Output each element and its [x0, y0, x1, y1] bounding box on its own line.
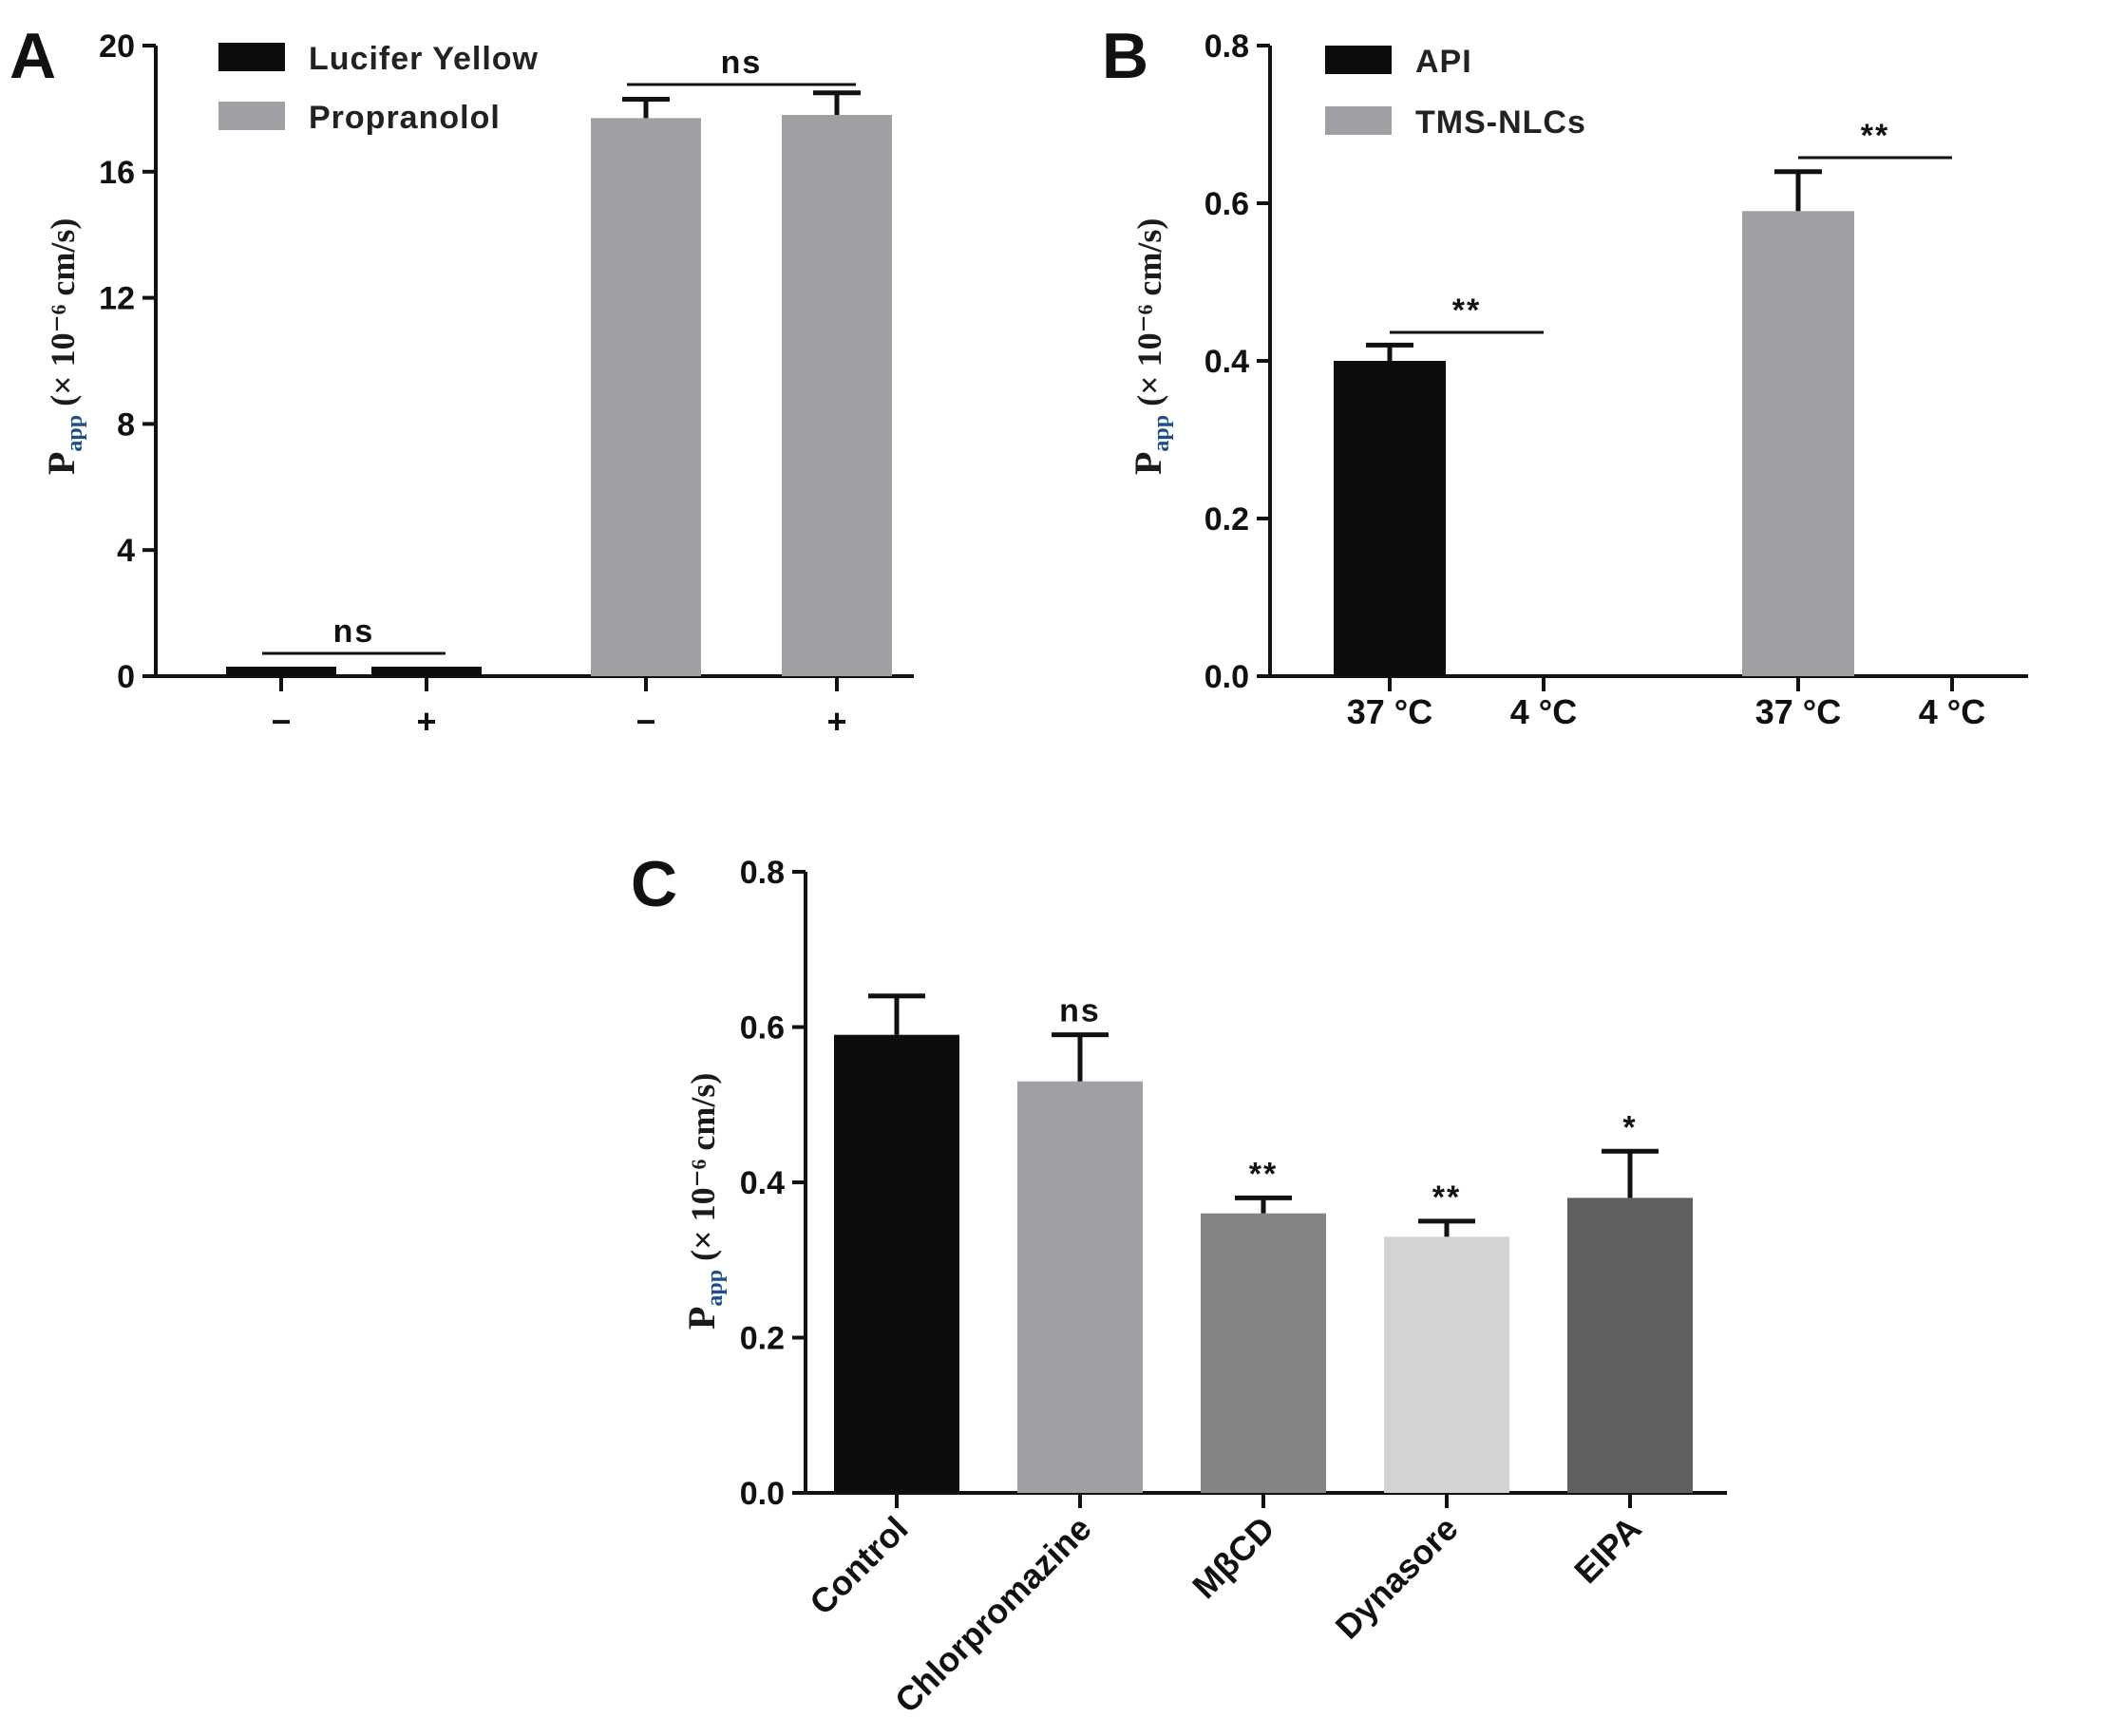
panel-a-ytick-label: 20	[99, 28, 135, 65]
svg-text:Papp (× 10⁻⁶ cm/s): Papp (× 10⁻⁶ cm/s)	[40, 218, 87, 475]
panel-a-ylabel-rest: (× 10⁻⁶ cm/s)	[44, 218, 82, 415]
panel-a-ytick-label: 8	[117, 406, 135, 443]
panel-a-significance-label: ns	[721, 45, 763, 81]
panel-c-bar	[1017, 1081, 1143, 1493]
panel-c-category-label: EIPA	[1566, 1509, 1649, 1592]
panel-c-ylabel-rest: (× 10⁻⁶ cm/s)	[684, 1073, 722, 1270]
panel-c-bar	[1567, 1198, 1693, 1493]
panel-a-ytick-label: 12	[99, 281, 135, 317]
panel-c-significance-label: **	[1432, 1179, 1461, 1216]
panel-b-ytick-label: 0.0	[1204, 659, 1249, 695]
panel-b-significance-label: **	[1861, 118, 1889, 154]
panel-b-legend-swatch	[1325, 46, 1392, 74]
panel-a-bar	[371, 667, 482, 676]
panel-a-legend-label: Lucifer Yellow	[309, 41, 539, 77]
panel-c-ylabel-sub: app	[703, 1270, 728, 1307]
panel-a-y-axis-label: Papp (× 10⁻⁶ cm/s)	[40, 218, 87, 475]
panel-c-ytick-label: 0.2	[740, 1321, 785, 1357]
panel-c-ytick-label: 0.6	[740, 1010, 785, 1047]
panel-b-ytick-label: 0.4	[1204, 344, 1249, 380]
panel-b-legend: API TMS-NLCs	[1325, 44, 1586, 141]
panel-b: B Papp (× 10⁻⁶ cm/s) 0.0 0.2 0.4 0.6 0.8 37 …	[1102, 20, 2028, 731]
panel-a: A Papp (× 10⁻⁶ cm/s) 0 4 8 12 16 20 − + − + Luci…	[9, 20, 914, 741]
panel-a-xtick-label: +	[826, 702, 846, 741]
panel-b-ylabel-main: P	[1127, 452, 1169, 475]
panel-b-ylabel-sub: app	[1149, 415, 1174, 452]
panel-c-y-axis-label: Papp (× 10⁻⁶ cm/s)	[680, 1073, 728, 1330]
panel-a-ytick-label: 0	[117, 659, 135, 695]
panel-b-bar	[1742, 211, 1854, 677]
panel-c-category-label: Chlorpromazine	[887, 1509, 1099, 1721]
panel-c-significance-label: **	[1249, 1156, 1278, 1192]
panel-c-category-label: Dynasore	[1328, 1509, 1466, 1647]
panel-b-ytick-label: 0.8	[1204, 28, 1249, 65]
panel-b-legend-swatch	[1325, 106, 1392, 135]
panel-c-ytick-label: 0.8	[740, 855, 785, 891]
panel-b-significance-label: **	[1452, 292, 1481, 329]
panel-b-xtick-label: 4 °C	[1510, 692, 1577, 731]
panel-c-ylabel-main: P	[680, 1307, 723, 1330]
panel-c-bar	[1384, 1236, 1509, 1493]
svg-text:Papp (× 10⁻⁶ cm/s): Papp (× 10⁻⁶ cm/s)	[680, 1073, 728, 1330]
panel-a-ylabel-sub: app	[63, 415, 87, 452]
panel-b-xtick-label: 4 °C	[1919, 692, 1985, 731]
panel-c-label: C	[631, 848, 677, 920]
panel-a-xtick-label: +	[416, 702, 436, 741]
panel-c-bar	[1201, 1213, 1326, 1493]
panel-a-xtick-label: −	[635, 702, 655, 741]
panel-a-label: A	[9, 20, 56, 92]
panel-b-legend-label: API	[1415, 44, 1472, 80]
panel-b-bar	[1334, 361, 1446, 676]
panel-a-bar	[226, 667, 336, 676]
panel-a-legend-swatch	[218, 102, 285, 130]
panel-a-legend-label: Propranolol	[309, 100, 501, 136]
panel-c: C Papp (× 10⁻⁶ cm/s) 0.0 0.2 0.4 0.6 0.8 Con…	[631, 848, 1727, 1720]
panel-a-ytick-label: 16	[99, 155, 135, 191]
panel-b-ylabel-rest: (× 10⁻⁶ cm/s)	[1130, 218, 1168, 415]
panel-b-y-axis-label: Papp (× 10⁻⁶ cm/s)	[1127, 218, 1174, 475]
panel-c-category-label: MβCD	[1185, 1509, 1282, 1607]
panel-a-legend-swatch	[218, 43, 285, 71]
panel-a-ytick-label: 4	[117, 533, 135, 569]
panel-b-xtick-label: 37 °C	[1347, 692, 1432, 731]
panel-a-bar	[591, 118, 701, 677]
svg-text:Papp (× 10⁻⁶ cm/s): Papp (× 10⁻⁶ cm/s)	[1127, 218, 1174, 475]
panel-c-significance-label: ns	[1059, 993, 1101, 1029]
panel-c-ytick-label: 0.4	[740, 1165, 785, 1201]
panel-b-xtick-label: 37 °C	[1755, 692, 1841, 731]
panel-c-ytick-label: 0.0	[740, 1476, 785, 1512]
panel-a-bar	[782, 115, 892, 677]
panel-c-bar	[834, 1034, 959, 1493]
panel-a-legend: Lucifer Yellow Propranolol	[218, 41, 539, 136]
panel-b-ytick-label: 0.2	[1204, 501, 1249, 538]
panel-c-category-label: Control	[802, 1509, 915, 1622]
panel-a-xtick-label: −	[271, 702, 291, 741]
panel-b-legend-label: TMS-NLCs	[1415, 104, 1586, 141]
panel-b-ytick-label: 0.6	[1204, 186, 1249, 222]
panel-b-label: B	[1102, 20, 1148, 92]
panel-a-ylabel-main: P	[40, 452, 83, 475]
panel-c-significance-label: *	[1622, 1109, 1637, 1145]
panel-a-significance-label: ns	[333, 613, 375, 650]
